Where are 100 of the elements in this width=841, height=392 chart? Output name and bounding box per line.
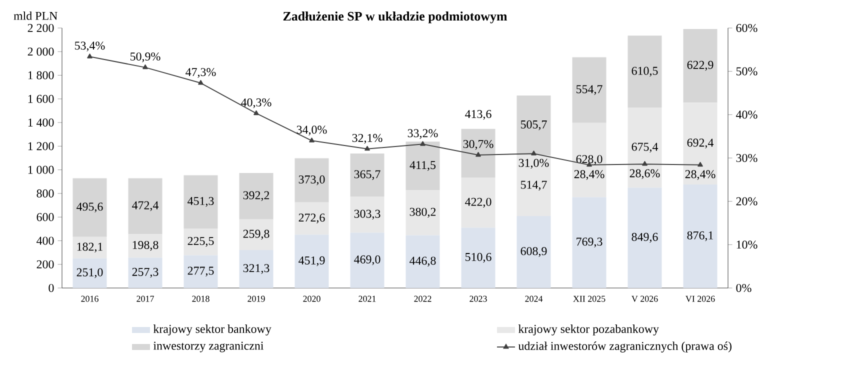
data-label: 365,7 [354,170,380,180]
data-label: 628,0 [576,155,602,165]
y-tick-label: 1 000 [28,166,54,174]
data-label: 225,5 [188,236,214,247]
point [309,138,314,142]
bar [350,154,384,197]
y2-tick-label: 20% [736,197,758,206]
x-tick-label: 2020 [303,296,320,302]
point [698,162,703,167]
data-label: 28,4% [574,170,604,180]
data-label: 675,4 [632,142,658,153]
chart-title: Zadłużenie SP w układzie podmiotowym [283,12,508,24]
data-label: 514,7 [520,180,547,190]
x-tick-label: 2016 [81,296,98,302]
data-label: 692,4 [687,138,714,148]
point [531,150,536,156]
x-tick-label: 2017 [136,296,154,302]
x-tick-label: 2022 [414,296,432,302]
y-axis-title: mld PLN [14,12,58,20]
x-tick-label: V 2026 [632,296,658,302]
data-label: 47,3% [186,68,216,78]
data-label: 622,9 [687,60,714,71]
y-tick-label: 0 [48,284,54,292]
y2-tick-label: 50% [736,67,758,76]
data-label: 608,9 [520,247,547,257]
data-label: 28,4% [685,170,716,180]
data-label: 554,7 [576,85,602,95]
legend-label: inwestorzy zagraniczni [153,342,264,352]
data-label: 495,6 [76,202,103,212]
data-label: 251,0 [76,268,103,278]
bar [683,29,718,103]
y-tick-label: 600 [36,213,54,222]
bar [239,172,274,220]
data-label: 303,3 [354,210,380,220]
y-tick-label: 2 200 [28,24,54,32]
x-tick-label: 2018 [192,296,210,302]
y-tick-label: 1 200 [28,142,54,150]
x-tick-label: XII 2025 [573,296,606,302]
point [642,161,648,166]
y-tick-label: 400 [36,236,54,245]
point [142,64,148,70]
y2-tick-label: 0% [736,284,752,292]
y2-tick-label: 30% [736,154,758,162]
bar [516,95,551,156]
data-label: 469,0 [354,255,380,266]
y2-tick-label: 40% [736,110,758,119]
bar [72,178,107,237]
data-label: 849,6 [632,232,658,243]
data-label: 380,2 [410,208,436,218]
legend-label: krajowy sektor pozabankowy [518,324,659,336]
legend-label: krajowy sektor bankowy [153,324,272,336]
y2-tick-label: 10% [736,240,758,249]
data-label: 259,8 [243,230,270,240]
data-label: 31,0% [518,158,549,169]
bar [294,158,329,202]
data-label: 40,3% [241,98,272,108]
point [87,54,92,58]
data-label: 876,1 [687,231,713,242]
x-tick-label: 2024 [525,296,543,302]
data-label: 33,2% [408,129,438,139]
data-label: 446,8 [410,256,436,266]
point [476,152,481,157]
data-label: 373,0 [298,175,325,186]
data-label: 505,7 [520,120,547,130]
data-label: 277,5 [188,266,214,276]
data-label: 413,6 [465,110,492,120]
point [198,80,204,85]
data-label: 32,1% [352,134,382,144]
data-label: 451,3 [188,197,214,207]
point [420,141,426,146]
data-label: 610,5 [632,66,658,77]
data-label: 321,3 [243,264,270,274]
data-label: 53,4% [75,42,105,52]
data-label: 472,4 [132,201,159,212]
x-tick-label: 2019 [248,296,265,302]
point [364,146,370,151]
data-label: 34,0% [296,126,327,136]
data-label: 50,9% [130,52,160,62]
y-tick-label: 200 [36,260,54,268]
bar [406,142,440,190]
data-label: 198,8 [132,240,158,251]
y-tick-label: 1 400 [28,118,54,127]
data-label: 411,5 [410,161,436,171]
bar [572,57,606,123]
data-label: 510,6 [465,252,492,263]
data-label: 257,3 [132,268,158,278]
data-label: 769,3 [576,238,602,248]
y-tick-label: 800 [36,189,54,198]
bar [184,175,218,229]
data-label: 422,0 [465,198,492,208]
y-tick-label: 2 000 [28,48,54,56]
bar [128,178,162,234]
data-label: 182,1 [77,242,102,252]
y2-tick-label: 60% [736,24,758,32]
data-label: 272,6 [298,214,325,224]
data-label: 28,6% [630,169,660,180]
x-tick-label: 2021 [358,296,376,302]
x-tick-label: VI 2026 [686,296,715,302]
y-tick-label: 1 800 [28,71,54,80]
bar [628,36,662,108]
